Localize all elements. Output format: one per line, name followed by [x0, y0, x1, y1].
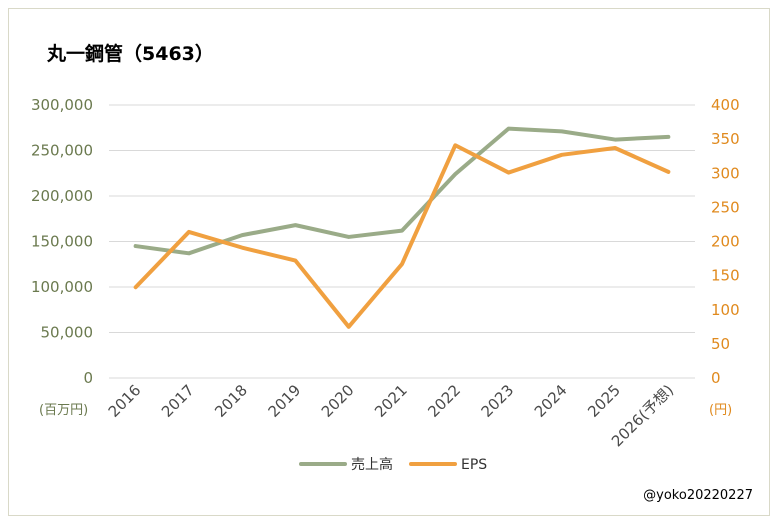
x-tick-label: 2020	[318, 381, 358, 421]
series-line-sales	[133, 126, 671, 256]
chart-frame: 丸一鋼管（5463） 0 50,000 100,000 150,000 200,000 2…	[8, 8, 770, 516]
x-tick-label: 2019	[265, 381, 305, 421]
left-tick-label: 100,000	[31, 278, 93, 296]
legend-label: 売上高	[351, 456, 393, 473]
legend: 売上高 EPS	[299, 456, 487, 473]
right-tick-label: 200	[711, 233, 740, 251]
x-tick-label: 2021	[371, 381, 411, 421]
right-tick-label: 300	[711, 164, 740, 182]
x-tick-label: 2024	[531, 381, 571, 421]
left-tick-label: 0	[83, 369, 93, 387]
left-tick-label: 250,000	[31, 142, 93, 160]
x-axis-ticks: 2016 2017 2018 2019 2020 2021 2022 2023 2024 2025…	[105, 381, 677, 450]
right-tick-label: 150	[711, 267, 740, 285]
x-tick-label: 2025	[584, 381, 624, 421]
right-tick-label: 0	[711, 369, 721, 387]
grid-lines	[109, 104, 695, 379]
x-tick-label: 2022	[424, 381, 464, 421]
left-tick-label: 50,000	[41, 324, 94, 342]
right-axis-ticks: 0 50 100 150 200 250 300 350 400	[711, 96, 740, 387]
right-tick-label: 100	[711, 301, 740, 319]
right-axis-unit: (円)	[709, 403, 732, 418]
series-line-eps	[133, 143, 671, 329]
left-tick-label: 150,000	[31, 233, 93, 251]
x-tick-label: 2016	[105, 381, 145, 421]
x-tick-label: 2017	[158, 381, 198, 421]
right-tick-label: 350	[711, 130, 740, 148]
right-tick-label: 250	[711, 198, 740, 216]
left-axis-unit: (百万円)	[39, 403, 88, 418]
left-tick-label: 300,000	[31, 96, 93, 114]
chart-title: 丸一鋼管（5463）	[46, 42, 214, 65]
line-chart: 丸一鋼管（5463） 0 50,000 100,000 150,000 200,000 2…	[31, 42, 753, 503]
credit-text: @yoko20220227	[643, 488, 753, 503]
right-tick-label: 50	[711, 335, 730, 353]
left-axis-ticks: 0 50,000 100,000 150,000 200,000 250,000 300,0…	[31, 96, 93, 387]
legend-label: EPS	[461, 457, 487, 473]
series-lines	[133, 126, 671, 329]
right-tick-label: 400	[711, 96, 740, 114]
x-tick-label: 2023	[478, 381, 518, 421]
left-tick-label: 200,000	[31, 187, 93, 205]
x-tick-label: 2018	[211, 381, 251, 421]
